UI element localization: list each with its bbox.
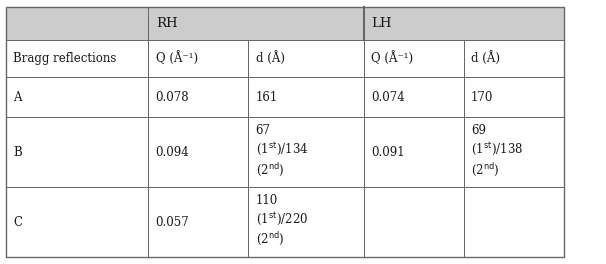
Text: d (Å): d (Å) [256,51,285,65]
Text: 170: 170 [471,91,493,103]
Text: 0.078: 0.078 [156,91,189,103]
Bar [6,77,148,117]
Text: 69
(1$^{\mathrm{st}}$)/138
(2$^{\mathrm{nd}}$): 69 (1$^{\mathrm{st}}$)/138 (2$^{\mathrm{… [471,124,523,177]
Text: RH: RH [156,17,178,30]
Bar [6,117,148,187]
Text: LH: LH [371,17,391,30]
Text: Q (Å⁻¹): Q (Å⁻¹) [156,51,198,65]
Bar [464,117,564,187]
Bar [364,40,464,77]
Bar [148,187,248,257]
Text: Bragg reflections: Bragg reflections [13,51,117,65]
Bar [248,117,364,187]
Text: 161: 161 [256,91,278,103]
Text: 110
(1$^{\mathrm{st}}$)/220
(2$^{\mathrm{nd}}$): 110 (1$^{\mathrm{st}}$)/220 (2$^{\mathrm… [256,194,308,247]
Text: B: B [13,146,22,159]
Bar [364,117,464,187]
Bar [6,40,148,77]
Bar [148,7,364,40]
Bar [248,187,364,257]
Text: 0.094: 0.094 [156,146,190,159]
Bar [148,40,248,77]
Bar [248,40,364,77]
Bar [364,187,464,257]
Bar [364,7,564,40]
Bar [464,187,564,257]
Text: 67
(1$^{\mathrm{st}}$)/134
(2$^{\mathrm{nd}}$): 67 (1$^{\mathrm{st}}$)/134 (2$^{\mathrm{… [256,124,308,177]
Text: d (Å): d (Å) [471,51,500,65]
Text: Q (Å⁻¹): Q (Å⁻¹) [371,51,413,65]
Bar [364,77,464,117]
Text: C: C [13,216,22,229]
Text: 0.074: 0.074 [371,91,405,103]
Text: A: A [13,91,22,103]
Text: 0.057: 0.057 [156,216,190,229]
Bar [6,7,148,40]
Bar [6,187,148,257]
Bar [464,40,564,77]
Bar [148,117,248,187]
Bar [248,77,364,117]
Bar [464,77,564,117]
Text: 0.091: 0.091 [371,146,404,159]
Bar [148,77,248,117]
